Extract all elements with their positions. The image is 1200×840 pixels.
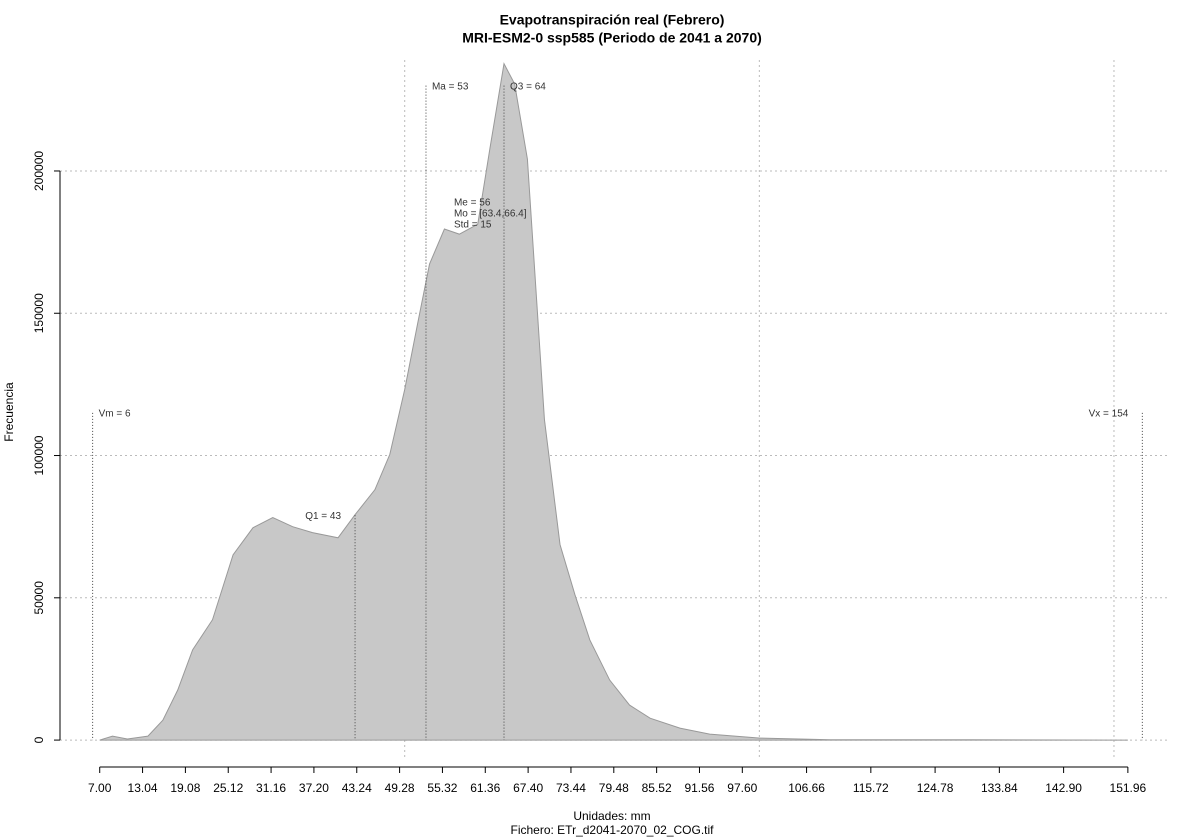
x-tick-label: 124.78	[917, 781, 954, 795]
x-tick-label: 97.60	[727, 781, 757, 795]
x-tick-label: 61.36	[470, 781, 500, 795]
x-tick-label: 151.96	[1110, 781, 1147, 795]
density-area	[99, 62, 1128, 741]
marker-label: Q1 = 43	[305, 511, 341, 522]
x-tick-label: 106.66	[788, 781, 825, 795]
stat-label: Std = 15	[454, 220, 492, 231]
marker-label: Vx = 154	[1089, 408, 1129, 419]
chart-subtitle: MRI-ESM2-0 ssp585 (Periodo de 2041 a 207…	[462, 30, 762, 46]
y-tick-label: 50000	[32, 581, 46, 615]
chart-title: Evapotranspiración real (Febrero)	[500, 12, 725, 28]
x-tick-label: 7.00	[88, 781, 112, 795]
x-tick-label: 19.08	[170, 781, 200, 795]
x-tick-label: 13.04	[128, 781, 158, 795]
marker-label: Q3 = 64	[510, 81, 546, 92]
x-tick-label: 133.84	[981, 781, 1018, 795]
x-tick-label: 79.48	[599, 781, 629, 795]
caption: Fichero: ETr_d2041-2070_02_COG.tif	[511, 823, 715, 837]
marker-label: Ma = 53	[432, 81, 469, 92]
x-tick-label: 91.56	[684, 781, 714, 795]
x-tick-label: 55.32	[427, 781, 457, 795]
x-axis-label: Unidades: mm	[573, 809, 650, 823]
y-tick-label: 150000	[32, 293, 46, 333]
x-tick-label: 43.24	[342, 781, 372, 795]
x-tick-label: 67.40	[513, 781, 543, 795]
marker-label: Vm = 6	[99, 408, 131, 419]
x-tick-label: 49.28	[385, 781, 415, 795]
y-tick-label: 0	[32, 736, 46, 743]
y-axis-label: Frecuencia	[2, 382, 16, 442]
stat-label: Me = 56	[454, 198, 491, 209]
x-tick-label: 142.90	[1045, 781, 1082, 795]
x-tick-label: 37.20	[299, 781, 329, 795]
x-tick-label: 31.16	[256, 781, 286, 795]
x-tick-label: 73.44	[556, 781, 586, 795]
stat-label: Mo = [63.4,66.4]	[454, 209, 527, 220]
x-tick-label: 115.72	[853, 781, 889, 795]
y-tick-label: 200000	[32, 151, 46, 191]
x-tick-label: 25.12	[213, 781, 243, 795]
x-tick-label: 85.52	[642, 781, 672, 795]
y-tick-label: 100000	[32, 435, 46, 475]
